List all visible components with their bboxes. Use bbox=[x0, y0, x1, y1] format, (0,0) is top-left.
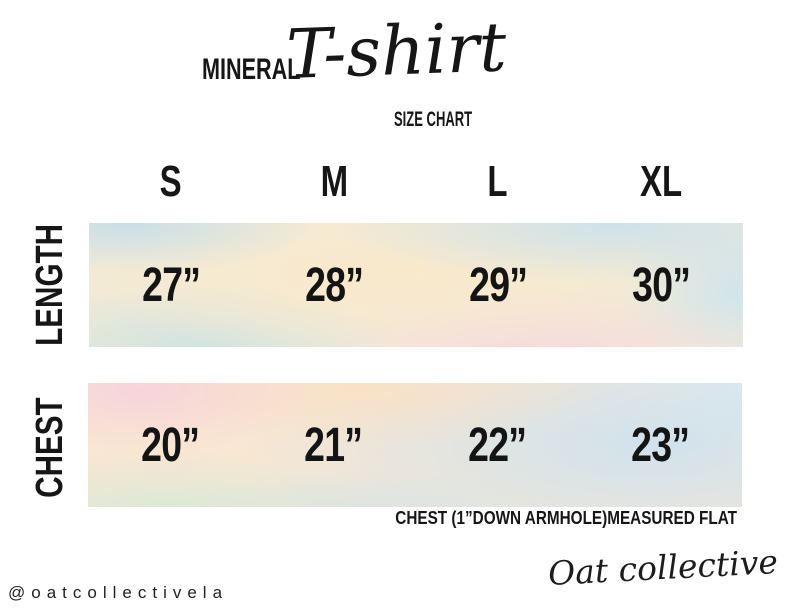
size-header-s: S bbox=[159, 157, 182, 206]
size-header-l: L bbox=[487, 157, 508, 206]
length-watercolor-band: 27” 28” 29” 30” bbox=[89, 223, 743, 347]
brand-label: MINERAL bbox=[202, 53, 301, 86]
size-header-xl: XL bbox=[640, 157, 683, 206]
chest-watercolor-band: 20” 21” 22” 23” bbox=[88, 383, 742, 507]
chest-value-xl: 23” bbox=[631, 418, 690, 472]
chest-value-m: 21” bbox=[304, 418, 363, 472]
length-value-m: 28” bbox=[305, 258, 364, 312]
chest-value-s: 20” bbox=[140, 418, 200, 472]
length-value-l: 29” bbox=[468, 258, 528, 312]
size-header-row: S M L XL bbox=[89, 156, 743, 208]
size-chart-subtitle: SIZE CHART bbox=[394, 108, 473, 131]
chest-value-l: 22” bbox=[467, 418, 527, 472]
measurement-note: CHEST (1”DOWN ARMHOLE)MEASURED FLAT bbox=[395, 508, 737, 528]
instagram-handle: @oatcollectivela bbox=[8, 583, 229, 602]
row-label-length: LENGTH bbox=[28, 224, 71, 346]
product-script-title: T-shirt bbox=[285, 8, 508, 96]
length-value-xl: 30” bbox=[632, 258, 691, 312]
size-header-m: M bbox=[320, 157, 348, 206]
row-label-chest: CHEST bbox=[28, 397, 71, 499]
length-value-s: 27” bbox=[141, 258, 201, 312]
brand-signature-script: Oat collective bbox=[547, 542, 779, 593]
